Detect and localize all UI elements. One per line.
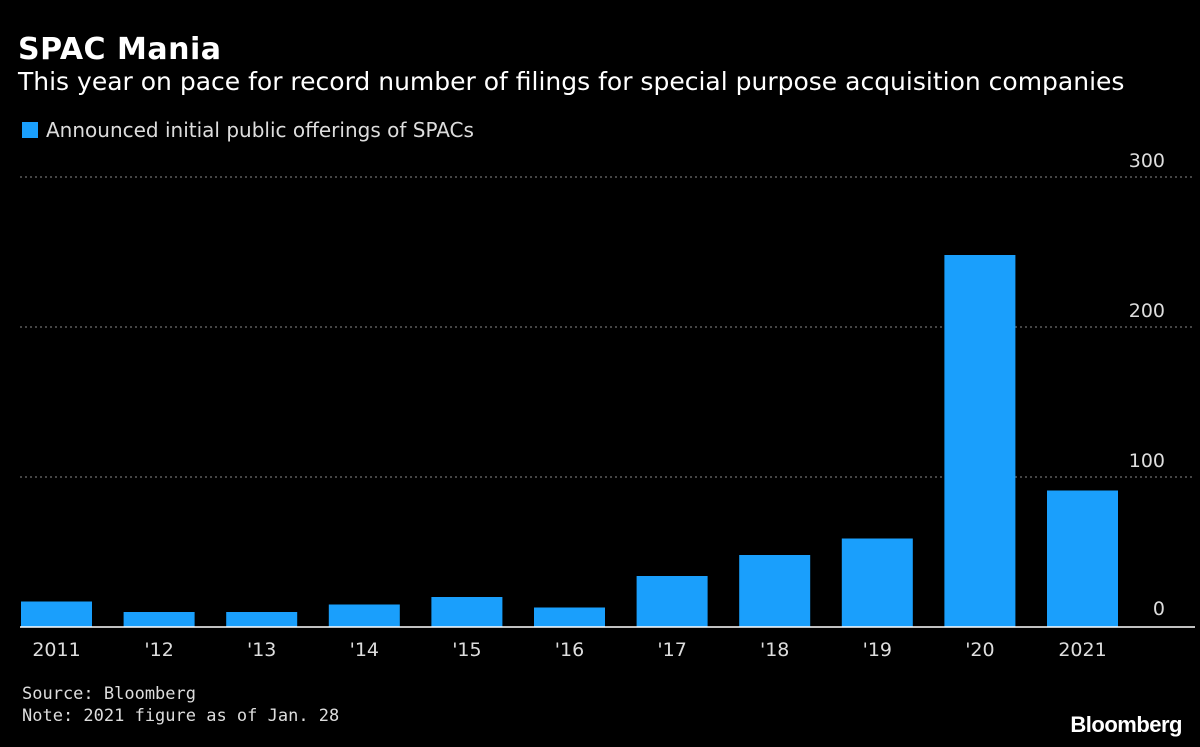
bar-7 xyxy=(739,555,811,627)
x-tick-label-1: '12 xyxy=(144,639,173,661)
x-tick-label-3: '14 xyxy=(350,639,379,661)
x-tick-label-7: '18 xyxy=(760,639,789,661)
bar-chart: 0 100 200 300 2011 '12 '13 '14 '15 '16 '17 '18 '19 '2… xyxy=(20,150,1195,661)
x-tick-label-4: '15 xyxy=(452,639,481,661)
legend-swatch xyxy=(22,122,38,138)
bar-8 xyxy=(841,538,913,627)
legend: Announced initial public offerings of SP… xyxy=(22,118,474,142)
bar-1 xyxy=(123,612,195,627)
bar-5 xyxy=(534,607,605,627)
bar-0 xyxy=(21,601,92,627)
legend-label: Announced initial public offerings of SP… xyxy=(46,118,474,142)
bar-2 xyxy=(226,612,298,627)
source-note: Source: Bloomberg xyxy=(22,684,196,704)
x-tick-label-6: '17 xyxy=(657,639,686,661)
y-tick-label-100: 100 xyxy=(1129,450,1165,472)
chart-title: SPAC Mania xyxy=(18,32,222,67)
x-tick-label-5: '16 xyxy=(555,639,584,661)
x-tick-label-9: '20 xyxy=(965,639,994,661)
bloomberg-logo: Bloomberg xyxy=(1070,712,1182,737)
x-tick-label-0: 2011 xyxy=(32,639,80,661)
y-tick-label-200: 200 xyxy=(1129,300,1165,322)
data-note: Note: 2021 figure as of Jan. 28 xyxy=(22,706,340,726)
bar-3 xyxy=(328,604,400,627)
y-tick-label-300: 300 xyxy=(1129,150,1165,172)
bar-9 xyxy=(944,255,1016,627)
x-tick-label-8: '19 xyxy=(863,639,892,661)
x-tick-label-10: 2021 xyxy=(1058,639,1106,661)
chart-subtitle: This year on pace for record number of f… xyxy=(18,67,1125,96)
bar-6 xyxy=(636,576,708,627)
bar-10 xyxy=(1047,490,1118,627)
x-tick-label-2: '13 xyxy=(247,639,276,661)
bar-4 xyxy=(431,597,503,627)
y-tick-label-0: 0 xyxy=(1153,598,1165,620)
footer: Source: Bloomberg Note: 2021 figure as o… xyxy=(22,683,339,727)
